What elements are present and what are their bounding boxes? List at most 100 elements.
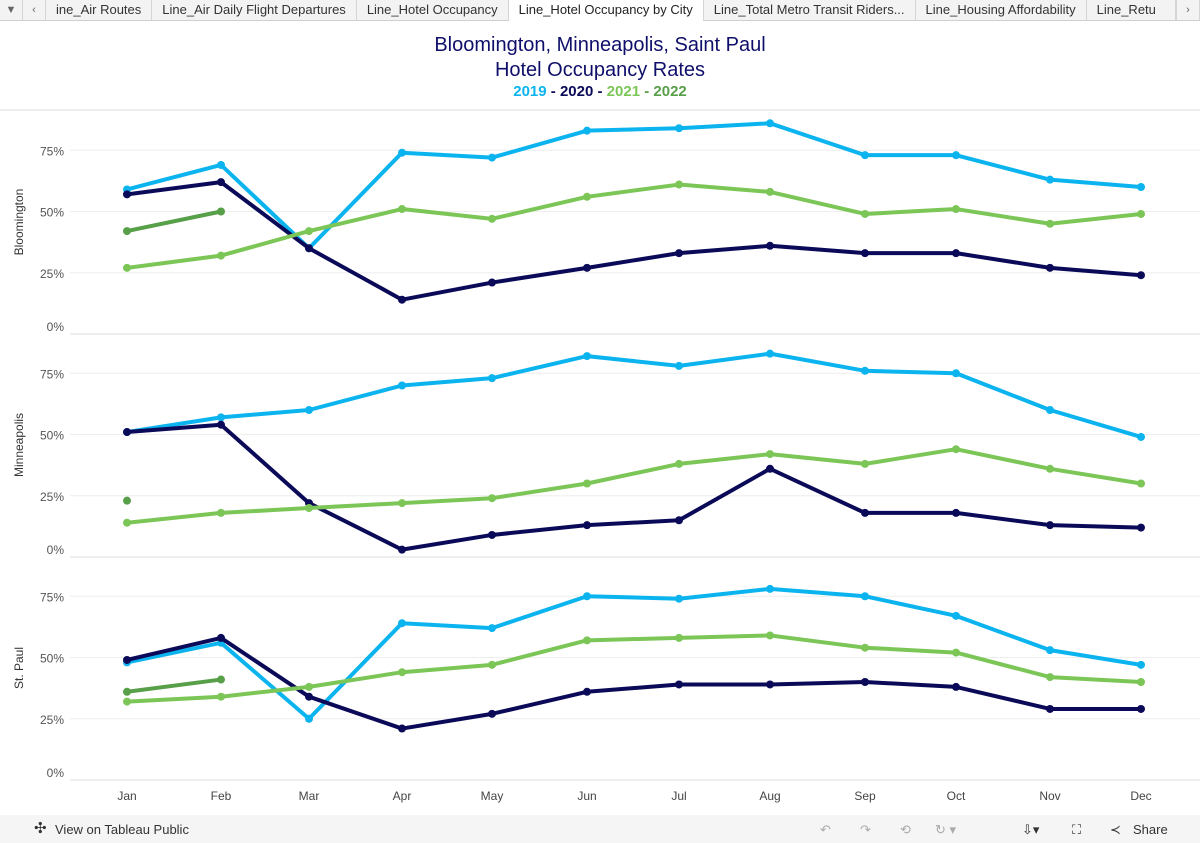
data-point-2021	[583, 479, 591, 488]
data-point-2019	[217, 160, 225, 169]
data-point-2020	[123, 428, 131, 437]
data-point-2022	[123, 227, 131, 236]
data-point-2022	[123, 687, 131, 696]
data-point-2019	[583, 592, 591, 601]
view-on-tableau-link[interactable]: View on Tableau Public	[55, 822, 189, 837]
refresh-icon[interactable]: ↻ ▾	[935, 822, 957, 837]
data-point-2020	[217, 420, 225, 429]
data-point-2020	[1046, 263, 1054, 272]
data-point-2021	[952, 205, 960, 214]
download-icon[interactable]: ⇩▾	[1022, 822, 1040, 837]
data-point-2019	[766, 119, 774, 128]
y-tick-label: 0%	[47, 320, 65, 334]
data-point-2021	[675, 633, 683, 642]
data-point-2019	[1137, 432, 1145, 441]
y-tick-label: 25%	[40, 490, 64, 504]
series-line-2020	[126, 422, 1142, 552]
data-point-2019	[583, 352, 591, 361]
data-point-2020	[123, 655, 131, 664]
tab-air-daily[interactable]: Line_Air Daily Flight Departures	[152, 0, 357, 20]
data-point-2020	[217, 633, 225, 642]
tab-menu-icon[interactable]: ▼	[0, 0, 23, 20]
y-tick-label: 25%	[40, 713, 64, 727]
data-point-2020	[305, 692, 313, 701]
data-point-2019	[1046, 646, 1054, 655]
redo-icon[interactable]: ↷	[860, 822, 871, 837]
share-button[interactable]: Share	[1133, 822, 1168, 837]
data-point-2020	[1046, 704, 1054, 713]
tab-transit-riders[interactable]: Line_Total Metro Transit Riders...	[704, 0, 916, 20]
tab-hotel-occupancy-by-city[interactable]: Line_Hotel Occupancy by City	[508, 0, 704, 21]
data-point-2020	[952, 682, 960, 691]
data-point-2021	[675, 459, 683, 468]
tab-hotel-occupancy[interactable]: Line_Hotel Occupancy	[357, 0, 509, 20]
title-line-1: Bloomington, Minneapolis, Saint Paul	[434, 34, 766, 56]
data-point-2020	[952, 508, 960, 517]
tab-air-routes[interactable]: ine_Air Routes	[46, 0, 153, 20]
x-tick-label: Jun	[577, 789, 596, 803]
legend: 2019 - 2020 - 2021 - 2022	[0, 83, 1200, 100]
data-point-2020	[952, 249, 960, 258]
data-point-2021	[398, 499, 406, 508]
toolbar: ✣ View on Tableau Public ↶ ↷ ⟲ ↻ ▾ ⇩▾ ⛶ …	[0, 815, 1200, 843]
data-point-2021	[583, 636, 591, 645]
data-point-2021	[217, 508, 225, 517]
data-point-2021	[488, 660, 496, 669]
data-point-2021	[305, 227, 313, 236]
data-point-2021	[305, 504, 313, 512]
data-point-2019	[861, 592, 869, 601]
data-point-2020	[1137, 271, 1145, 280]
sheet-tabs: ▼ ‹ ine_Air Routes Line_Air Daily Flight…	[0, 0, 1200, 21]
data-point-2019	[1137, 183, 1145, 191]
data-point-2020	[583, 263, 591, 272]
tab-prev-icon[interactable]: ‹	[23, 0, 46, 20]
data-point-2019	[305, 406, 313, 414]
tab-housing-affordability[interactable]: Line_Housing Affordability	[916, 0, 1087, 20]
data-point-2020	[398, 295, 406, 304]
data-point-2019	[1046, 406, 1054, 414]
data-point-2021	[398, 668, 406, 677]
data-point-2019	[766, 349, 774, 358]
data-point-2020	[1137, 523, 1145, 532]
series-line-2019	[126, 351, 1142, 439]
data-point-2021	[123, 697, 131, 706]
data-point-2021	[766, 631, 774, 640]
data-point-2021	[305, 682, 313, 691]
fullscreen-icon[interactable]: ⛶	[1072, 822, 1082, 837]
data-point-2020	[675, 516, 683, 525]
data-point-2019	[675, 124, 683, 133]
data-point-2020	[861, 678, 869, 686]
legend-sep: -	[593, 83, 607, 100]
data-point-2019	[217, 413, 225, 422]
x-tick-label: Apr	[393, 789, 412, 803]
x-tick-label: Aug	[759, 789, 780, 803]
data-point-2019	[766, 584, 774, 593]
y-tick-label: 50%	[40, 206, 64, 220]
data-point-2020	[1046, 521, 1054, 530]
data-point-2021	[583, 192, 591, 201]
data-point-2021	[1137, 209, 1145, 218]
x-tick-label: Feb	[211, 789, 232, 803]
data-point-2020	[675, 249, 683, 258]
x-tick-label: Jul	[671, 789, 686, 803]
series-line-2022	[126, 209, 222, 234]
legend-2020: 2020	[559, 83, 594, 100]
data-point-2021	[217, 692, 225, 701]
undo-icon[interactable]: ↶	[820, 822, 831, 837]
data-point-2021	[1046, 673, 1054, 682]
tab-retu[interactable]: Line_Retu	[1087, 0, 1176, 20]
series-line-2019	[126, 121, 1142, 251]
data-point-2020	[675, 680, 683, 689]
data-point-2019	[488, 374, 496, 383]
panel-label: St. Paul	[12, 647, 26, 689]
data-point-2019	[952, 151, 960, 160]
data-point-2021	[123, 518, 131, 527]
revert-icon[interactable]: ⟲	[900, 822, 911, 837]
data-point-2019	[861, 366, 869, 375]
series-line-2021	[126, 633, 1142, 704]
line-chart: 0% 25% 50% 75% Bloomington 0% 25% 50% 75% Minneap…	[0, 109, 1200, 803]
y-tick-label: 25%	[40, 267, 64, 281]
data-point-2021	[217, 251, 225, 260]
share-icon[interactable]: ≺	[1110, 822, 1121, 837]
title-line-2: Hotel Occupancy Rates	[494, 59, 706, 81]
